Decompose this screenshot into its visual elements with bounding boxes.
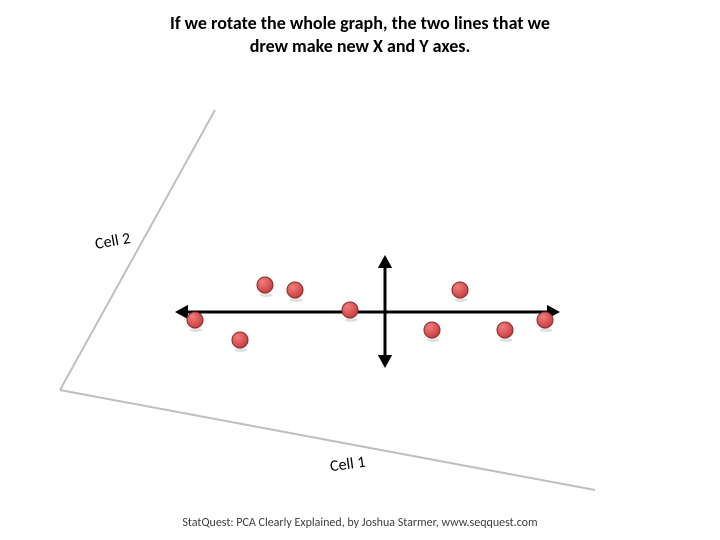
data-point xyxy=(424,322,440,342)
data-point xyxy=(537,312,553,332)
data-point xyxy=(342,302,358,322)
new-x-axis-arrow-left xyxy=(175,305,188,319)
data-point xyxy=(232,332,248,352)
new-y-axis-arrow-down xyxy=(378,355,392,368)
data-point xyxy=(452,282,468,302)
rotated-x-axis xyxy=(60,390,595,490)
rotated-y-axis xyxy=(60,110,215,390)
data-point xyxy=(497,322,513,342)
data-point xyxy=(187,312,203,332)
new-y-axis-arrow-up xyxy=(378,255,392,268)
footer-credit: StatQuest: PCA Clearly Explained, by Jos… xyxy=(0,516,720,530)
data-point xyxy=(287,282,303,302)
data-point xyxy=(257,277,273,297)
